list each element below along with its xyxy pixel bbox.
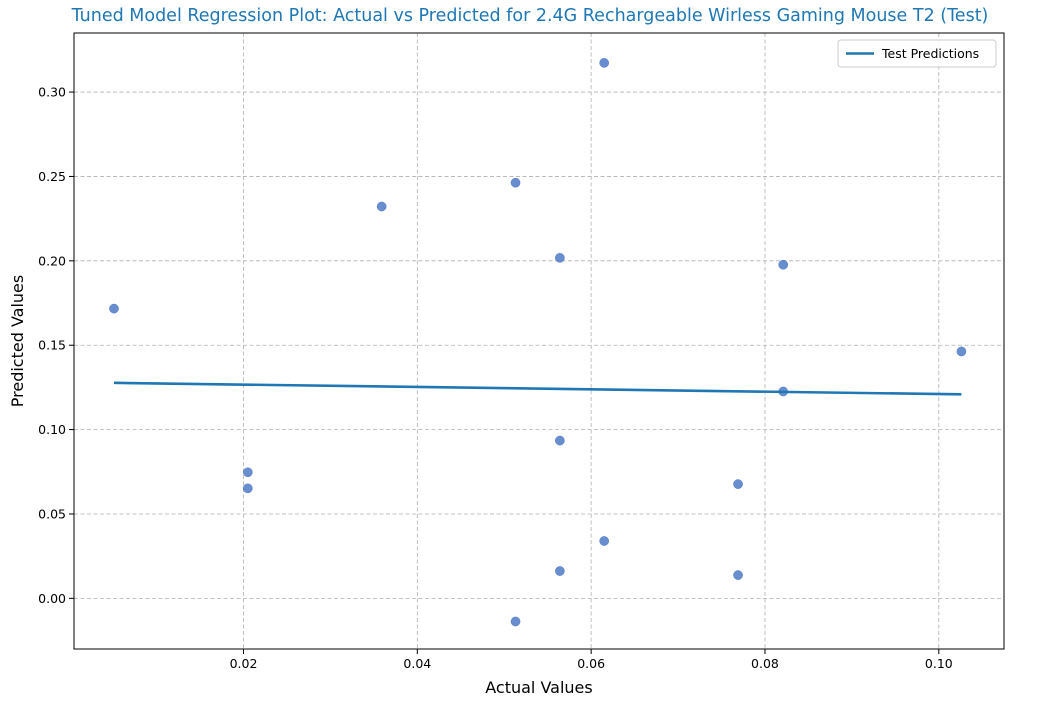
x-tick-label: 0.04 [403,656,431,671]
y-tick-label: 0.00 [38,591,66,606]
data-point [109,303,119,314]
grid [74,33,1004,649]
data-point [599,58,610,68]
y-tick-label: 0.25 [38,169,66,184]
data-point [555,566,565,576]
x-tick-label: 0.08 [751,656,779,671]
y-tick-label: 0.15 [38,338,66,353]
axes-frame [73,32,1005,650]
y-tick-label: 0.10 [38,422,66,437]
data-point [242,483,253,494]
legend-label: Test Predictions [881,46,979,61]
data-point [510,177,521,188]
scatter-points [109,58,967,627]
data-point [733,570,743,580]
data-point [733,479,743,489]
data-point [510,616,521,627]
regression-lines [113,381,962,396]
y-tick-label: 0.30 [38,85,66,100]
legend: Test Predictions [837,39,997,68]
data-point [242,467,253,478]
chart-title: Tuned Model Regression Plot: Actual vs P… [71,6,989,26]
y-axis-ticks: 0.00 0.05 0.10 0.15 0.20 0.25 0.30 [38,85,74,606]
x-tick-label: 0.02 [230,656,258,671]
x-tick-label: 0.06 [577,656,605,671]
y-tick-label: 0.05 [38,506,66,521]
data-point [376,201,387,212]
data-point [956,346,967,357]
x-axis-ticks: 0.02 0.04 0.06 0.08 0.10 [230,649,953,671]
x-tick-label: 0.10 [925,656,953,671]
x-axis-label: Actual Values [485,678,592,697]
data-point [555,435,565,446]
data-point [599,536,610,546]
data-point [778,259,789,270]
y-tick-label: 0.20 [38,253,66,268]
y-axis-label: Predicted Values [8,275,27,407]
legend-box [837,39,997,68]
data-point [555,252,565,263]
regression-line [113,381,962,396]
